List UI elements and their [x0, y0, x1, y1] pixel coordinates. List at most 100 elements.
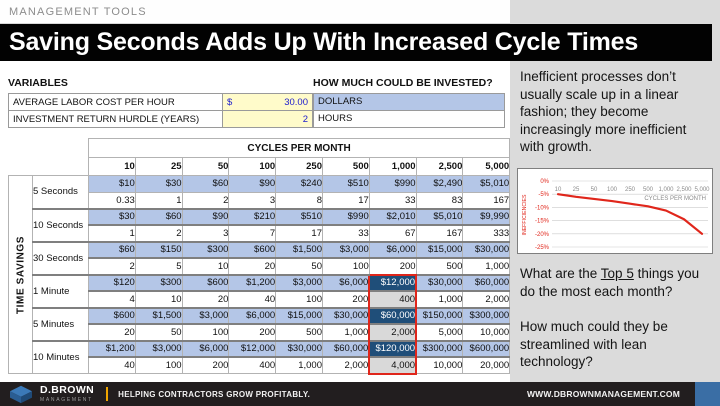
table-row: 20 50 100 200 500 1,000 2,000 5,000 10,000 [9, 323, 511, 341]
dollar-cell: $600 [228, 240, 277, 259]
table-corner-blank [8, 138, 89, 158]
hours-cell: 167 [462, 191, 511, 209]
kicker: MANAGEMENT TOOLS [0, 0, 510, 24]
dollar-cell: $600 [88, 306, 136, 325]
dollar-cell: $990 [368, 175, 417, 193]
column-header: 2,500 [415, 157, 464, 176]
dollar-cell: $1,200 [228, 273, 277, 292]
invested-option-hours[interactable]: HOURS [313, 111, 505, 128]
dollar-cell: $60 [181, 175, 230, 193]
row-group-label: 5 Seconds [32, 175, 89, 209]
chart-ytick-label: -20% [535, 232, 550, 238]
variables-table: AVERAGE LABOR COST PER HOUR $30.00 INVESTM… [8, 93, 313, 128]
hours-cell: 200 [368, 257, 417, 275]
chart-xtick-label: 500 [643, 187, 654, 193]
footer-website[interactable]: WWW.DBROWNMANAGEMENT.COM [526, 389, 680, 399]
hours-cell: 100 [134, 356, 183, 374]
chart-xaxis-title: CYCLES PER MONTH [644, 196, 706, 202]
hours-cell: 20,000 [462, 356, 511, 374]
chart-xtick-label: 2,500 [676, 187, 692, 193]
hours-cell: 500 [275, 323, 323, 341]
hours-cell: 0.33 [88, 191, 136, 209]
time-savings-text: TIME SAVINGS [15, 235, 26, 314]
dollar-cell: $3,000 [134, 339, 183, 358]
variable-value-cell[interactable]: $30.00 [222, 93, 313, 111]
chart-ytick-label: 0% [540, 179, 549, 185]
hours-cell: 2,000 [368, 323, 418, 341]
hours-cell: 2 [88, 257, 136, 275]
column-header: 500 [321, 157, 370, 176]
hours-cell: 1 [88, 224, 136, 242]
dollar-cell: $30,000 [275, 339, 323, 358]
dollar-cell: $300,000 [415, 339, 464, 358]
dollar-cell: $90 [228, 175, 277, 193]
dollar-cell: $2,490 [415, 175, 464, 193]
footer-divider [106, 387, 109, 401]
dollar-cell: $990 [321, 207, 370, 226]
row-group-label: 1 Minute [32, 273, 89, 308]
insight-paragraph: Inefficient processes don’t usually scal… [520, 69, 687, 154]
dollar-cell: $6,000 [228, 306, 277, 325]
hours-cell: 17 [321, 191, 370, 209]
dollar-cell: $30 [134, 175, 183, 193]
dollar-cell: $15,000 [415, 240, 464, 259]
dollar-cell: $5,010 [462, 175, 511, 193]
hours-cell: 2 [181, 191, 230, 209]
hours-cell: 8 [275, 191, 323, 209]
hours-cell: 20 [228, 257, 277, 275]
table-row: 40 100 200 400 1,000 2,000 4,000 10,000 20,000 [9, 356, 511, 375]
table-row: 2 5 10 20 50 100 200 500 1,000 [9, 257, 511, 275]
hours-cell: 10,000 [462, 323, 511, 341]
table-row: 10 Seconds $30 $60 $90 $210 $510 $990 $2,010 $5,… [9, 207, 511, 242]
chart-xtick-label: 100 [607, 187, 618, 193]
question-streamline: How much could they be streamlined with … [520, 319, 668, 369]
hours-cell: 33 [368, 191, 417, 209]
dollar-cell: $12,000 [368, 273, 418, 292]
page-title: Saving Seconds Adds Up With Increased Cy… [0, 24, 712, 61]
dbrown-logo-icon [10, 385, 32, 404]
table-row: 1 Minute $120 $300 $600 $1,200 $3,000 $6,000 $1… [9, 273, 511, 308]
hours-cell: 10 [181, 257, 230, 275]
dollar-cell: $150,000 [415, 306, 464, 325]
dollar-cell: $150 [134, 240, 183, 259]
table-row: 1 2 3 7 17 33 67 167 333 [9, 224, 511, 242]
hours-cell: 2,000 [321, 356, 370, 374]
variable-label: INVESTMENT RETURN HURDLE (YEARS) [8, 110, 223, 128]
hours-cell: 33 [321, 224, 370, 242]
variable-value-wrap: $30.00 [227, 97, 308, 108]
hours-cell: 1,000 [415, 290, 464, 308]
row-group-label: 5 Minutes [32, 306, 89, 341]
table-row: 30 Seconds $60 $150 $300 $600 $1,500 $3,000 $6,… [9, 240, 511, 275]
variable-value-cell[interactable]: 2 [222, 110, 313, 128]
dollar-cell: $60 [134, 207, 183, 226]
dollar-cell: $120 [88, 273, 136, 292]
dollar-cell: $3,000 [321, 240, 370, 259]
footer-blue-square [695, 382, 720, 406]
chart-ytick-label: -25% [535, 245, 550, 251]
table-row: 0.33 1 2 3 8 17 33 83 167 [9, 191, 511, 209]
hours-cell: 5,000 [415, 323, 464, 341]
hours-cell: 10 [134, 290, 183, 308]
chart-xtick-label: 25 [573, 187, 580, 193]
dollar-cell: $60,000 [321, 339, 370, 358]
time-savings-axis-label: TIME SAVINGS [8, 175, 33, 374]
dollar-cell: $3,000 [275, 273, 323, 292]
invested-option-label: DOLLARS [318, 96, 363, 107]
hours-cell: 67 [368, 224, 417, 242]
hours-cell: 20 [181, 290, 230, 308]
dollar-cell: $240 [275, 175, 323, 193]
dollar-cell: $1,500 [134, 306, 183, 325]
row-group-label: 10 Seconds [32, 207, 89, 242]
dollar-cell: $30,000 [462, 240, 511, 259]
hours-cell: 4 [88, 290, 136, 308]
dollar-cell: $6,000 [368, 240, 417, 259]
invested-option-dollars[interactable]: DOLLARS [313, 93, 505, 111]
hours-cell: 40 [88, 356, 136, 374]
hours-cell: 7 [228, 224, 277, 242]
dollar-cell: $3,000 [181, 306, 230, 325]
footer-tagline: HELPING CONTRACTORS GROW PROFITABLY. [118, 389, 311, 399]
hours-cell: 83 [415, 191, 464, 209]
hours-cell: 10,000 [415, 356, 464, 374]
question-top5-underlined: Top 5 [600, 266, 634, 281]
